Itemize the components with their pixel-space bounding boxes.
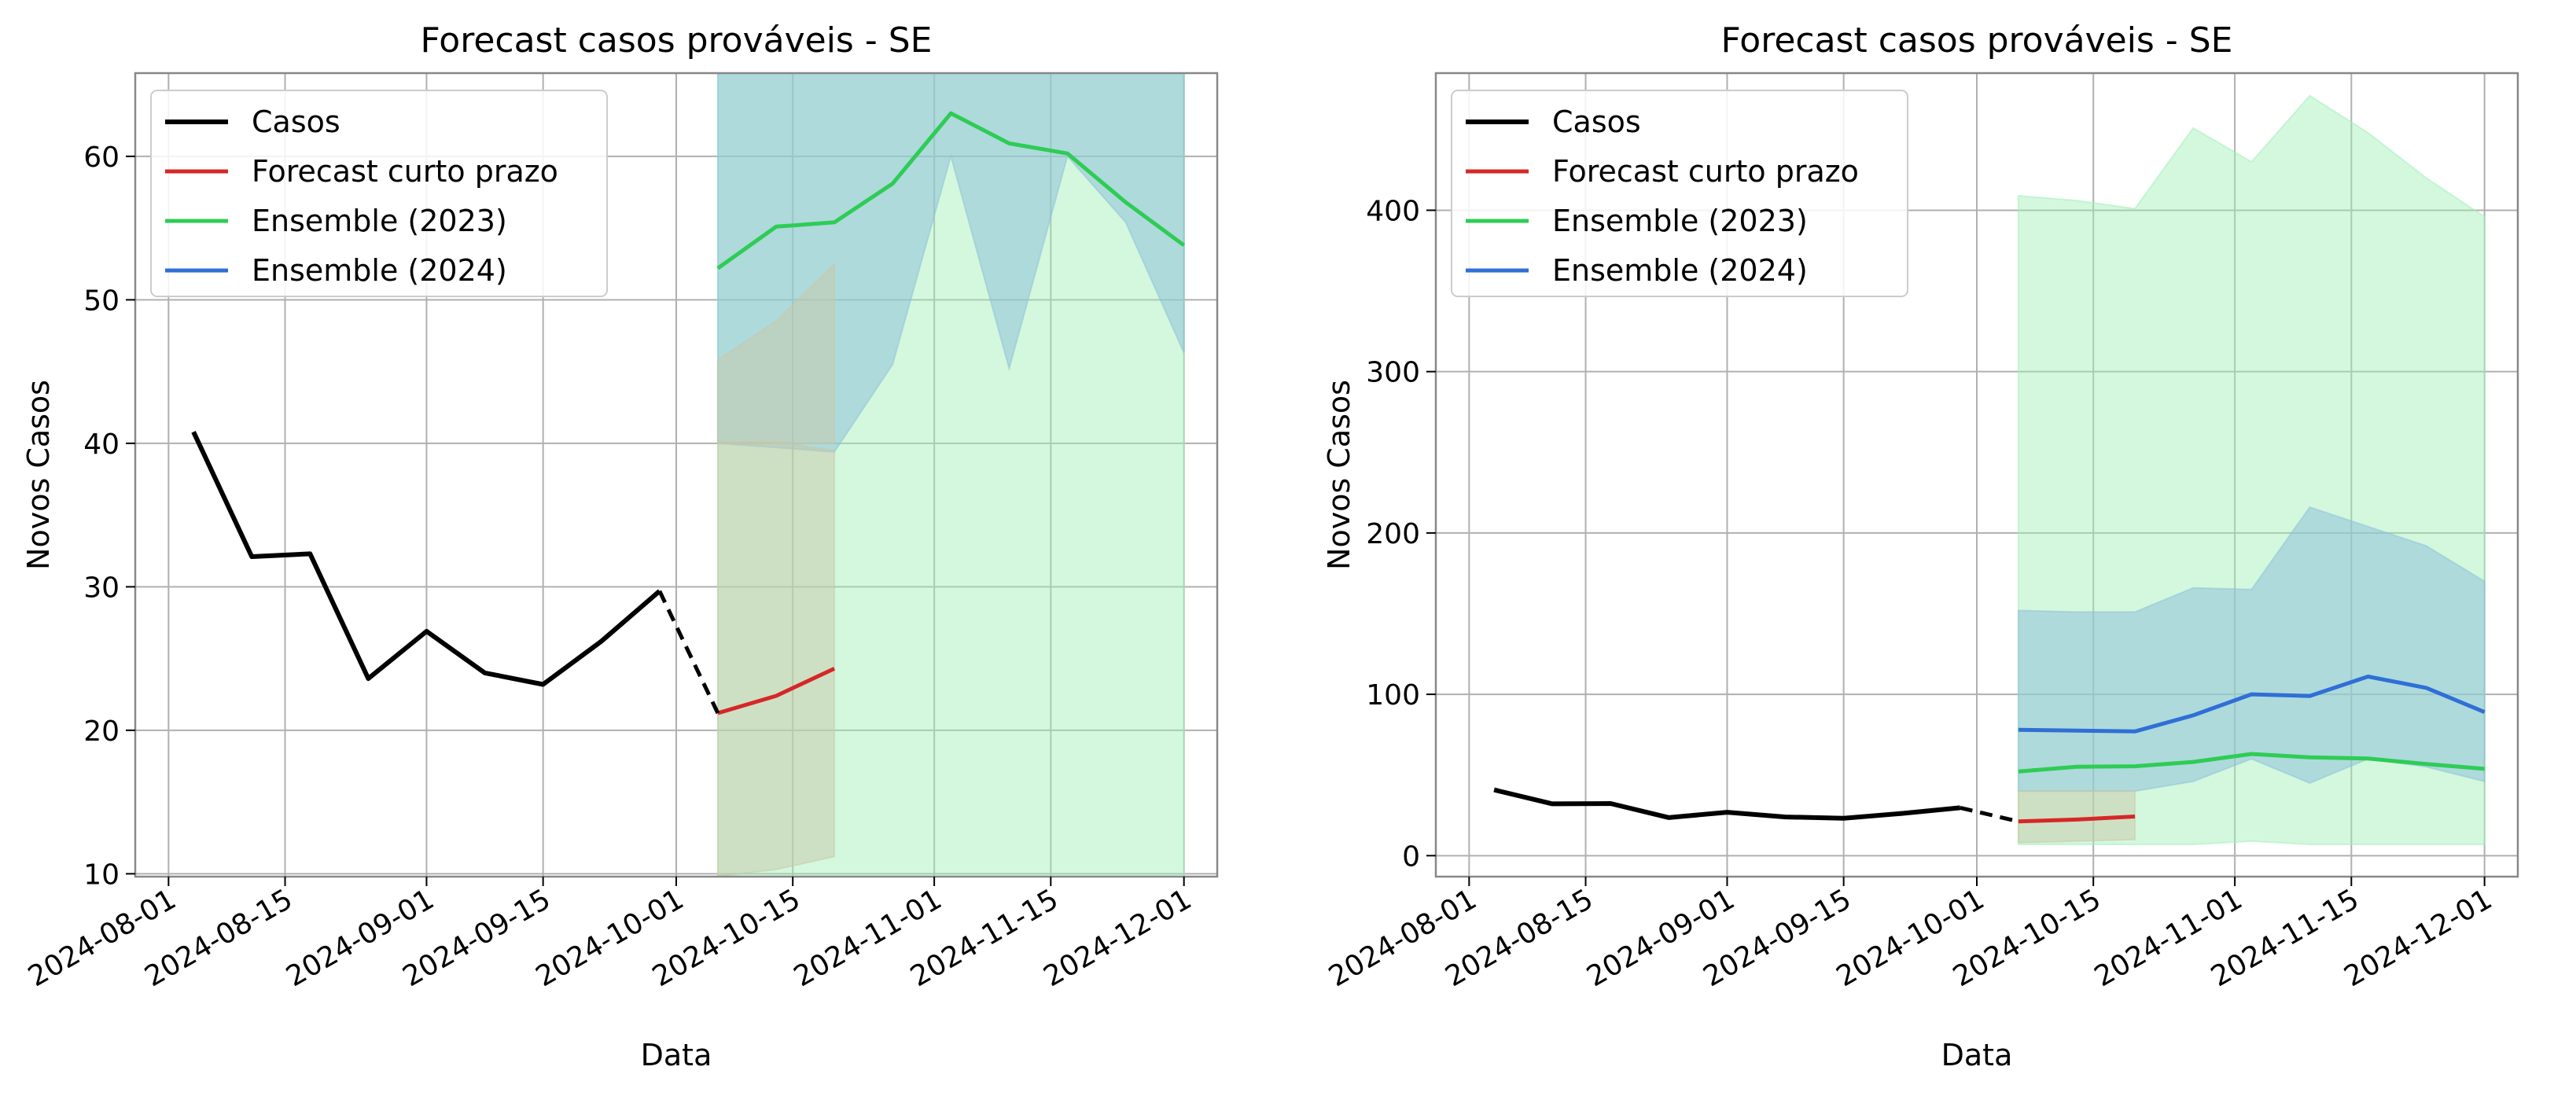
y-tick-label: 200 — [1366, 518, 1420, 550]
forecast-band-upper — [716, 262, 836, 444]
x-tick-label: 2024-12-01 — [1038, 883, 1197, 993]
casos-dashed-line — [657, 590, 720, 715]
chart-title: Forecast casos prováveis - SE — [1721, 20, 2233, 61]
chart-panel-1: 1020304050602024-08-012024-08-152024-09-… — [21, 20, 1219, 1072]
forecast-line — [2018, 815, 2136, 824]
legend-box — [150, 90, 608, 297]
y-tick-label: 400 — [1366, 195, 1420, 227]
legend-item: Ensemble (2024) — [252, 253, 507, 288]
legend-box — [1451, 90, 1908, 297]
y-tick-label: 60 — [83, 142, 120, 174]
chart-title: Forecast casos prováveis - SE — [421, 20, 933, 61]
y-tick-label: 10 — [83, 859, 120, 891]
legend-item: Casos — [252, 105, 340, 139]
chart-panel-2: 01002003004002024-08-012024-08-152024-09… — [1322, 20, 2519, 1072]
y-tick-label: 300 — [1366, 357, 1420, 389]
legend-item: Casos — [1552, 105, 1641, 139]
legend: Casos Forecast curto prazo Ensemble (2023)… — [1451, 90, 1908, 297]
forecast-band — [2017, 790, 2136, 844]
y-tick-label: 100 — [1366, 679, 1420, 712]
casos-line — [1493, 787, 1961, 821]
legend-item: Forecast curto prazo — [252, 154, 558, 189]
y-tick-label: 30 — [83, 572, 120, 604]
y-tick-label: 40 — [83, 428, 120, 461]
forecast-band — [716, 441, 836, 878]
legend-item: Ensemble (2024) — [1552, 253, 1808, 288]
legend-item: Ensemble (2023) — [252, 204, 507, 238]
ensemble-2023-line — [2018, 752, 2485, 774]
y-tick-label: 20 — [83, 715, 120, 748]
y-axis-label: Novos Casos — [1322, 380, 1356, 570]
legend: Casos Forecast curto prazo Ensemble (2023)… — [150, 90, 608, 297]
legend-item: Forecast curto prazo — [1552, 154, 1859, 189]
casos-line — [191, 431, 661, 687]
x-axis-label: Data — [1941, 1038, 2013, 1072]
y-axis-label: Novos Casos — [21, 380, 56, 570]
ensemble-2023-line — [716, 111, 1186, 270]
y-tick-label: 50 — [83, 285, 120, 317]
ensemble-2024-line — [2018, 675, 2486, 734]
x-tick-label: 2024-12-01 — [2339, 883, 2497, 993]
y-tick-label: 0 — [1402, 840, 1420, 873]
x-axis-label: Data — [641, 1038, 712, 1072]
legend-item: Ensemble (2023) — [1552, 204, 1808, 238]
casos-dashed-line — [1960, 805, 2019, 824]
forecast-line — [717, 667, 836, 715]
